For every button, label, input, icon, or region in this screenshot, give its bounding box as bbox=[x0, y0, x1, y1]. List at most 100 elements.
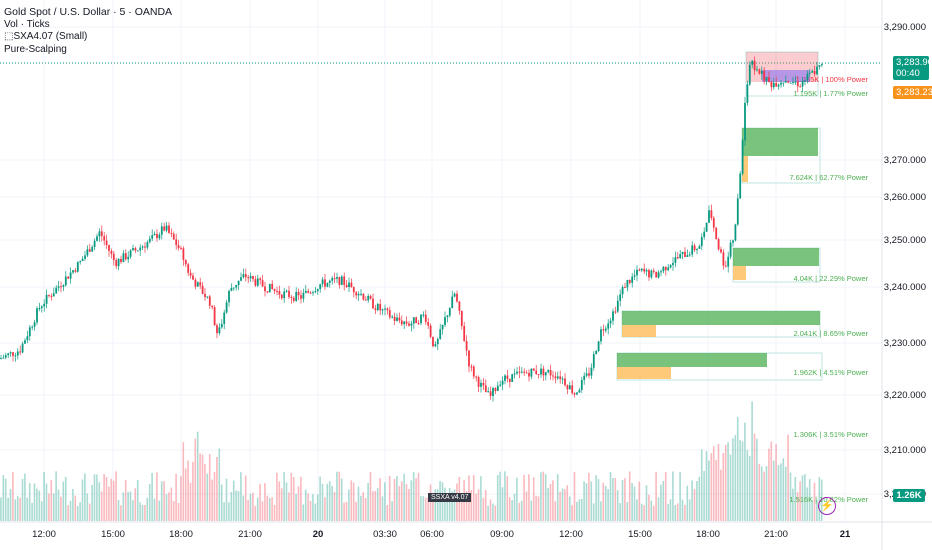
volume-bar bbox=[314, 503, 317, 521]
indicator-volume[interactable]: Vol · Ticks bbox=[4, 18, 50, 30]
candle-body bbox=[187, 264, 190, 273]
candle-body bbox=[388, 310, 391, 318]
volume-bar bbox=[199, 453, 201, 521]
grid bbox=[0, 0, 882, 522]
candle-body bbox=[556, 376, 559, 379]
volume-bar bbox=[525, 491, 528, 521]
volume-bar bbox=[616, 490, 619, 521]
volume-bar bbox=[403, 473, 405, 521]
candle-body bbox=[648, 270, 650, 278]
volume-bar bbox=[108, 486, 110, 521]
volume-bar bbox=[40, 501, 43, 521]
volume-bar bbox=[405, 484, 408, 521]
candle-body bbox=[247, 277, 250, 279]
volume-bar bbox=[367, 482, 369, 521]
candle-body bbox=[758, 69, 761, 74]
volume-bar bbox=[50, 480, 53, 521]
volume-bar bbox=[360, 495, 362, 521]
candle-body bbox=[52, 293, 55, 297]
volume-bar bbox=[290, 472, 293, 521]
candle-body bbox=[741, 140, 744, 174]
candle-body bbox=[182, 248, 185, 260]
candle-body bbox=[489, 391, 492, 396]
volume-bar bbox=[492, 503, 494, 521]
candle-body bbox=[324, 279, 326, 287]
candle-body bbox=[213, 307, 216, 326]
symbol-title[interactable]: Gold Spot / U.S. Dollar · 5 · OANDA bbox=[4, 6, 173, 18]
candle-body bbox=[487, 391, 490, 393]
volume-bar bbox=[597, 479, 600, 521]
candle-body bbox=[386, 308, 389, 311]
candle-body bbox=[360, 293, 362, 295]
candle-body bbox=[21, 343, 24, 353]
volume-bar bbox=[350, 480, 353, 521]
volume-bar bbox=[444, 487, 446, 521]
volume-bar bbox=[693, 488, 696, 521]
volume-bar bbox=[412, 471, 415, 521]
volume-bar bbox=[674, 505, 677, 521]
indicator-watermark: SSXA v4.07 bbox=[428, 493, 472, 502]
volume-bar bbox=[247, 500, 249, 521]
candle-body bbox=[655, 271, 658, 278]
volume-bar bbox=[511, 500, 513, 521]
candle-body bbox=[160, 226, 163, 235]
candle-body bbox=[9, 352, 12, 354]
candle-body bbox=[532, 368, 535, 371]
zone-label: 2.041K | 8.65% Power bbox=[794, 329, 869, 338]
candle-body bbox=[501, 380, 504, 385]
candle-body bbox=[523, 371, 526, 373]
volume-bar bbox=[333, 492, 336, 521]
volume-bar bbox=[780, 463, 782, 521]
candle-body bbox=[422, 314, 425, 316]
candle-body bbox=[175, 239, 178, 246]
volume-bar bbox=[223, 502, 225, 521]
candle-body bbox=[432, 336, 434, 347]
volume-bar bbox=[100, 491, 103, 521]
lightning-icon[interactable]: ⚡ bbox=[818, 497, 836, 515]
candle-body bbox=[348, 282, 350, 288]
volume-bar bbox=[520, 500, 523, 521]
volume-bar bbox=[571, 505, 573, 521]
time-tick: 06:00 bbox=[420, 529, 444, 540]
current-price-value: 3,283.905 bbox=[896, 57, 932, 68]
indicator-pure-scalping[interactable]: Pure-Scalping bbox=[4, 43, 67, 55]
candle-body bbox=[415, 317, 418, 324]
volume-bar bbox=[273, 504, 276, 521]
candle-body bbox=[307, 290, 310, 293]
volume-bar bbox=[67, 505, 69, 521]
volume-bar bbox=[705, 451, 708, 521]
candle-body bbox=[120, 258, 122, 262]
volume-bar bbox=[576, 501, 578, 521]
time-axis[interactable]: 12:00 15:00 18:00 21:00 20 03:30 06:00 09:00 12:… bbox=[0, 521, 932, 540]
volume-bar bbox=[362, 492, 365, 521]
candle-body bbox=[7, 353, 10, 356]
volume-bar bbox=[86, 493, 89, 521]
volume-bar bbox=[501, 487, 504, 521]
volume-bar bbox=[453, 489, 456, 521]
indicator-sxa[interactable]: ⬚SXA4.07 (Small) bbox=[4, 31, 88, 42]
volume-bar bbox=[530, 500, 533, 521]
volume-bar bbox=[254, 505, 257, 521]
candle-body bbox=[254, 279, 257, 286]
candle-body bbox=[153, 233, 156, 236]
volume-bar bbox=[604, 485, 607, 521]
bar-countdown: 00:40 bbox=[896, 68, 920, 79]
candle-body bbox=[820, 63, 823, 66]
volume-bar bbox=[770, 441, 773, 521]
volume-bar bbox=[480, 476, 482, 521]
volume-bar bbox=[9, 488, 12, 521]
candle-body bbox=[712, 217, 715, 228]
candle-body bbox=[621, 287, 624, 295]
volume-bar bbox=[741, 441, 744, 521]
volume-bar bbox=[547, 488, 549, 521]
volume-bar bbox=[753, 433, 756, 521]
candle-body bbox=[103, 236, 106, 241]
price-axis[interactable]: 3,290.000 3,270.000 3,260.000 3,250.000 3,24… bbox=[881, 0, 926, 550]
candle-body bbox=[463, 325, 466, 342]
candle-body bbox=[460, 310, 463, 326]
volume-bar bbox=[768, 448, 770, 521]
volume-bar bbox=[225, 478, 228, 521]
candle-body bbox=[616, 300, 619, 312]
candle-body bbox=[129, 250, 132, 257]
